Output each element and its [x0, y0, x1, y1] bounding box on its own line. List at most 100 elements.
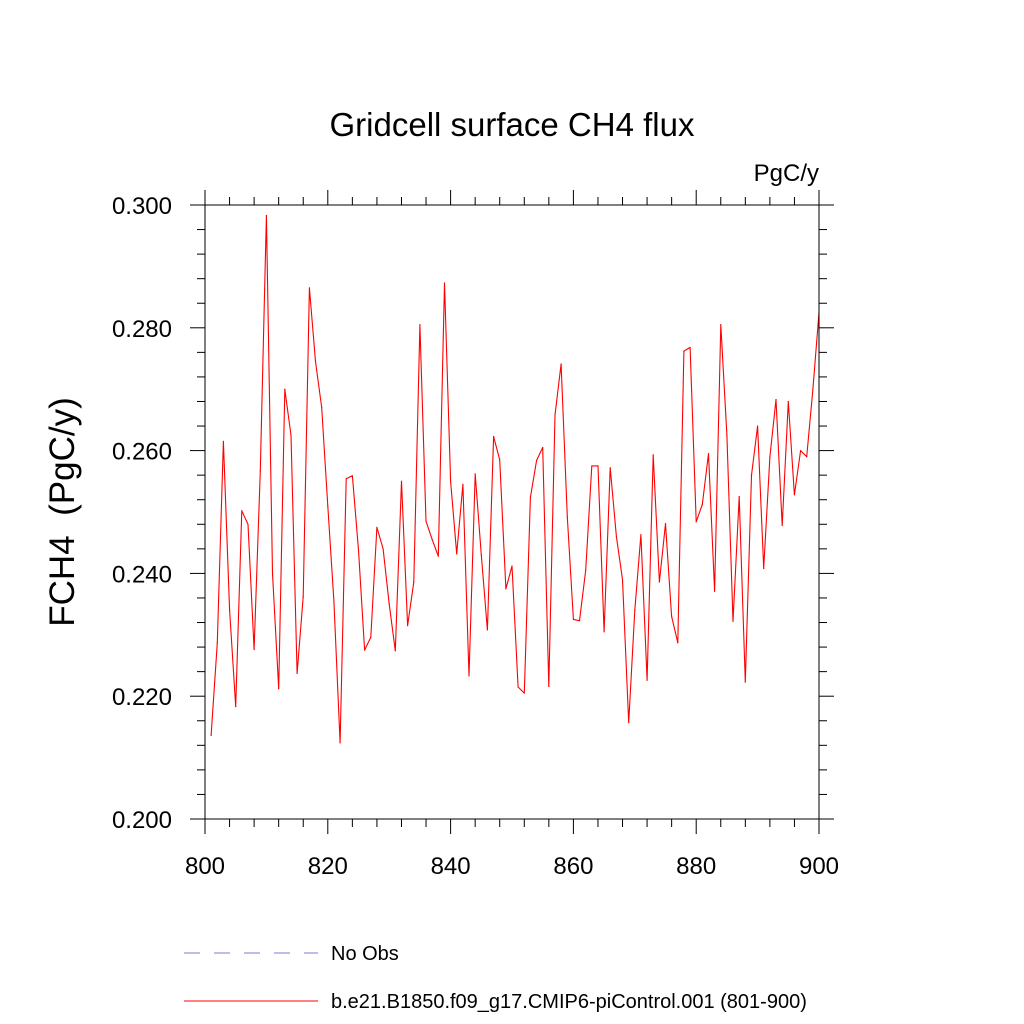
data-point [732, 620, 734, 622]
data-point [664, 523, 667, 525]
data-point [339, 742, 341, 744]
data-point [744, 681, 746, 683]
data-point [603, 631, 605, 633]
data-point [247, 523, 249, 525]
data-point [511, 565, 513, 567]
data-point [382, 548, 384, 550]
data-point [683, 350, 685, 352]
data-point [210, 734, 212, 737]
data-point [290, 434, 292, 436]
data-point [750, 474, 753, 476]
data-point [271, 572, 274, 575]
y-axis-label: FCH4 (PgC/y) [43, 397, 82, 626]
data-point [523, 692, 525, 694]
data-points [210, 214, 820, 744]
data-point [597, 465, 599, 467]
data-point [400, 480, 403, 482]
data-point [327, 505, 329, 507]
data-point [738, 496, 740, 498]
minor-ticks [197, 197, 827, 827]
x-tick-label: 820 [308, 853, 348, 880]
data-point [351, 475, 353, 477]
data-point [333, 600, 335, 602]
data-point [763, 567, 765, 570]
y-tick-label: 0.260 [112, 439, 172, 466]
data-point [222, 440, 225, 442]
data-point [364, 649, 366, 651]
data-point [787, 400, 789, 403]
major-ticks [190, 190, 834, 834]
data-point [407, 624, 409, 627]
data-point [560, 363, 562, 365]
data-point [591, 465, 593, 467]
data-point [628, 722, 630, 724]
legend-label-no-obs: No Obs [331, 943, 399, 965]
data-point [529, 496, 532, 498]
data-point [677, 642, 679, 644]
data-point [578, 620, 581, 622]
data-point [671, 615, 673, 617]
data-point [431, 539, 433, 541]
data-point [480, 554, 482, 556]
data-point [720, 324, 722, 326]
data-point [450, 480, 452, 482]
data-point [769, 456, 771, 458]
data-point [812, 388, 814, 390]
data-point [621, 578, 624, 581]
data-point [419, 324, 421, 326]
data-point [259, 470, 261, 472]
data-point [609, 467, 611, 469]
data-point [542, 446, 544, 449]
y-tick-label: 0.280 [112, 316, 172, 343]
data-point [615, 535, 617, 538]
data-point [714, 590, 716, 592]
data-point [554, 414, 556, 416]
data-point [652, 454, 654, 456]
data-point [535, 459, 538, 462]
data-point [216, 642, 218, 644]
data-point [658, 581, 660, 583]
data-point [566, 516, 568, 518]
data-point [437, 555, 439, 557]
data-point [388, 603, 390, 605]
data-point [499, 459, 501, 461]
data-point [241, 510, 243, 512]
data-point [370, 636, 372, 638]
data-point [265, 214, 267, 217]
data-point [757, 425, 759, 427]
data-point [806, 456, 808, 458]
data-point [468, 675, 470, 677]
y-tick-label: 0.200 [112, 807, 172, 834]
plot-frame [204, 204, 820, 820]
data-point [345, 478, 347, 480]
data-point [775, 399, 777, 401]
data-point [394, 650, 396, 652]
data-point [314, 360, 317, 363]
data-point [474, 473, 476, 475]
data-point [726, 434, 728, 436]
y-tick-label: 0.220 [112, 684, 172, 711]
x-tick-label: 840 [431, 853, 471, 880]
x-tick-label: 800 [185, 853, 225, 880]
legend-label-series: b.e21.B1850.f09_g17.CMIP6-piControl.001 … [331, 991, 807, 1013]
data-point [517, 686, 519, 688]
data-point [486, 629, 489, 631]
data-point [456, 553, 458, 555]
data-point [634, 609, 636, 611]
data-point [505, 588, 507, 590]
data-point [228, 609, 231, 611]
data-point [695, 521, 697, 523]
data-point [646, 679, 648, 681]
data-point [308, 287, 310, 289]
data-point [701, 504, 703, 506]
y-tick-label: 0.240 [112, 561, 172, 588]
data-point [492, 435, 495, 438]
series-line [210, 214, 820, 744]
data-point [296, 672, 298, 675]
data-point [235, 706, 237, 708]
data-point [548, 685, 550, 687]
data-point [425, 520, 427, 522]
data-point [572, 618, 575, 621]
data-point [413, 581, 415, 583]
